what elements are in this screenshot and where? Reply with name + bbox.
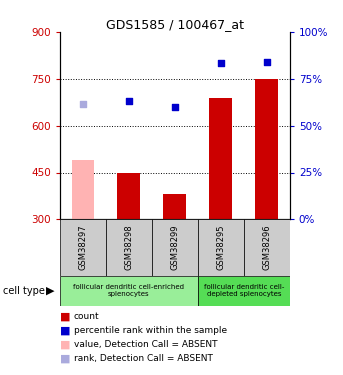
- Point: [126, 98, 132, 104]
- Text: value, Detection Call = ABSENT: value, Detection Call = ABSENT: [74, 340, 217, 349]
- Text: ■: ■: [60, 340, 71, 350]
- Text: ■: ■: [60, 326, 71, 336]
- Text: follicular dendritic cell-enriched
splenocytes: follicular dendritic cell-enriched splen…: [73, 284, 185, 297]
- Text: GSM38296: GSM38296: [262, 225, 271, 270]
- Text: follicular dendritic cell-
depleted splenocytes: follicular dendritic cell- depleted sple…: [204, 284, 284, 297]
- Title: GDS1585 / 100467_at: GDS1585 / 100467_at: [106, 18, 244, 31]
- Text: count: count: [74, 312, 99, 321]
- Text: rank, Detection Call = ABSENT: rank, Detection Call = ABSENT: [74, 354, 213, 363]
- Point: [80, 101, 86, 107]
- Text: ■: ■: [60, 354, 71, 363]
- Bar: [209, 98, 233, 219]
- Bar: [117, 172, 141, 219]
- Text: GSM38295: GSM38295: [216, 225, 225, 270]
- Bar: [164, 194, 187, 219]
- Bar: [152, 219, 198, 276]
- Text: GSM38297: GSM38297: [79, 225, 87, 270]
- Bar: [60, 276, 198, 306]
- Bar: [244, 219, 290, 276]
- Point: [264, 58, 270, 64]
- Text: ■: ■: [60, 312, 71, 322]
- Bar: [198, 219, 244, 276]
- Point: [218, 60, 224, 66]
- Bar: [255, 79, 278, 219]
- Bar: [60, 219, 106, 276]
- Bar: [72, 160, 94, 219]
- Text: ▶: ▶: [46, 286, 55, 296]
- Text: cell type: cell type: [3, 286, 45, 296]
- Point: [172, 104, 178, 110]
- Text: GSM38299: GSM38299: [170, 225, 179, 270]
- Bar: [106, 219, 152, 276]
- Text: percentile rank within the sample: percentile rank within the sample: [74, 326, 227, 335]
- Bar: [198, 276, 290, 306]
- Text: GSM38298: GSM38298: [125, 225, 133, 270]
